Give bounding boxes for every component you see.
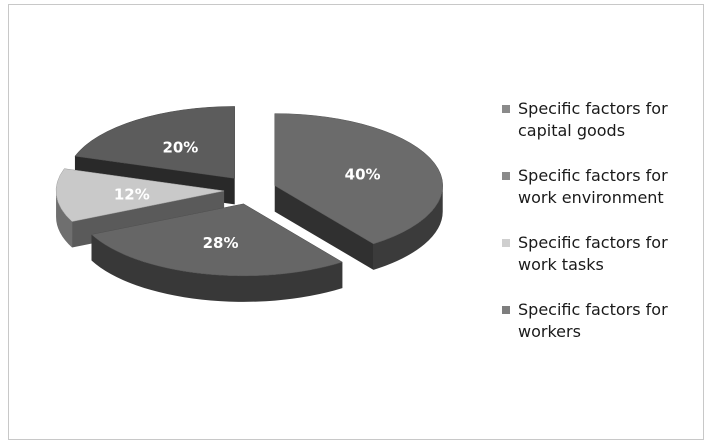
legend-text-work-tasks: Specific factors for work tasks	[518, 232, 668, 276]
legend-text-workers: Specific factors for workers	[518, 299, 668, 343]
pie-slice-side-1	[91, 234, 343, 302]
legend-swatch-work-environment	[502, 172, 510, 180]
legend-text-work-environment: Specific factors for work environment	[518, 165, 668, 209]
pie-slice-1	[90, 203, 343, 277]
pie-slice-2	[55, 168, 225, 222]
legend-label-line2: workers	[518, 322, 581, 341]
legend-label-line2: capital goods	[518, 121, 626, 140]
pie-slice-label-2: 12%	[114, 185, 150, 203]
legend-swatch-capital-goods	[502, 105, 510, 113]
legend-swatch-work-tasks	[502, 239, 510, 247]
legend-label-line1: Specific factors for	[518, 166, 668, 185]
chart-legend: Specific factors for capital goods Speci…	[502, 98, 702, 366]
legend-item-capital-goods: Specific factors for capital goods	[502, 98, 702, 142]
pie-slice-label-1: 28%	[203, 234, 239, 252]
legend-item-work-environment: Specific factors for work environment	[502, 165, 702, 209]
pie-slice-cut-0-1	[274, 185, 374, 270]
pie-slice-side-0	[373, 185, 443, 270]
legend-item-workers: Specific factors for workers	[502, 299, 702, 343]
legend-text-capital-goods: Specific factors for capital goods	[518, 98, 668, 142]
pie-slice-0	[274, 113, 443, 245]
pie-slice-label-3: 20%	[162, 138, 198, 156]
pie-slice-3	[74, 106, 235, 179]
legend-swatch-workers	[502, 306, 510, 314]
legend-label-line2: work tasks	[518, 255, 604, 274]
legend-label-line1: Specific factors for	[518, 233, 668, 252]
legend-label-line1: Specific factors for	[518, 99, 668, 118]
pie-slice-side-2	[56, 190, 73, 248]
pie-slices: 40% 28% 12% 20%	[55, 106, 443, 302]
legend-item-work-tasks: Specific factors for work tasks	[502, 232, 702, 276]
legend-label-line1: Specific factors for	[518, 300, 668, 319]
legend-label-line2: work environment	[518, 188, 664, 207]
pie-slice-label-0: 40%	[345, 165, 381, 183]
